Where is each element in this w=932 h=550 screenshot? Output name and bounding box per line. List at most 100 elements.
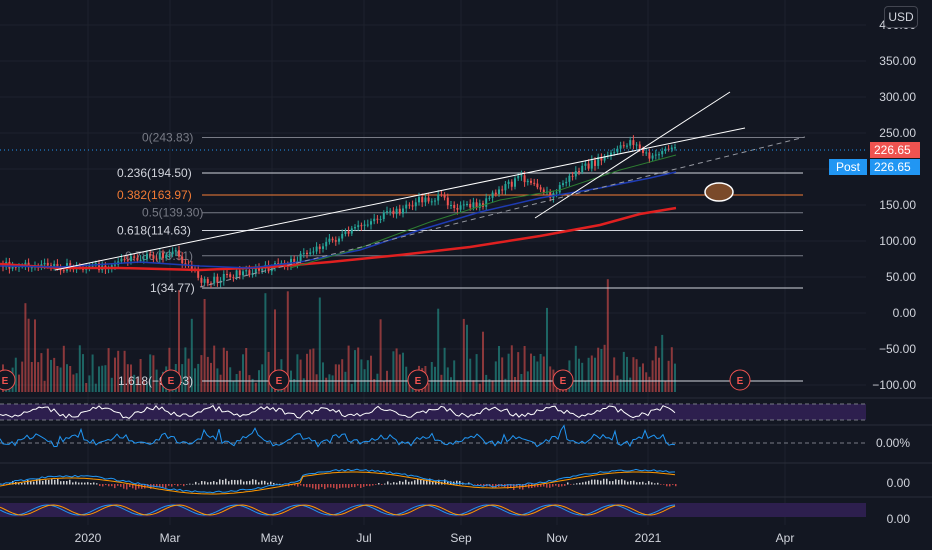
fib-level-label: 0.236(194.50) — [117, 166, 192, 180]
candle-body — [485, 198, 488, 207]
candle-body — [619, 145, 622, 149]
candle-body — [437, 194, 440, 201]
candle-body — [622, 145, 625, 147]
time-tick-label: Jul — [356, 531, 371, 545]
volume-bar — [658, 357, 660, 392]
volume-bar — [245, 348, 248, 392]
earnings-circle — [552, 369, 574, 391]
earnings-e-icon[interactable]: E — [268, 369, 290, 391]
candle-body — [98, 263, 100, 271]
volume-bar — [78, 345, 81, 392]
volume-bar — [578, 358, 580, 392]
candle-body — [558, 185, 561, 193]
macd-histogram-bar — [24, 482, 26, 485]
candle-body — [126, 260, 129, 262]
volume-bar — [251, 378, 254, 392]
candle-body — [667, 148, 670, 150]
volume-bar — [194, 368, 196, 392]
candle-body — [248, 270, 251, 276]
trendline[interactable] — [54, 127, 746, 271]
volume-bar — [334, 364, 337, 392]
candle-body — [229, 274, 232, 278]
candle-body — [635, 144, 638, 146]
time-axis[interactable]: 2020 Mar May Jul Sep Nov 2021 Apr — [75, 531, 795, 545]
volume-bar — [584, 381, 587, 392]
fib-level-label: 1(34.77) — [150, 281, 195, 295]
macd-histogram-bar — [507, 484, 509, 489]
macd-histogram-bar — [381, 484, 383, 485]
candle-body — [491, 192, 494, 198]
trendline[interactable] — [534, 91, 731, 219]
candle-body — [370, 221, 372, 225]
volume-bar — [373, 379, 376, 392]
candle-body — [626, 145, 628, 147]
candle-body — [658, 154, 660, 156]
volume-bar — [187, 358, 190, 392]
candle-body — [280, 262, 283, 264]
candle-body — [651, 155, 654, 159]
dashed-trendline[interactable] — [199, 136, 806, 288]
volume-bar — [91, 354, 94, 392]
volume-bar — [632, 357, 635, 392]
candle-body — [632, 140, 635, 145]
volume-bar — [638, 366, 641, 392]
ma-200-line — [0, 206, 677, 272]
candle-body — [670, 147, 673, 150]
earnings-e-icon[interactable]: E — [160, 369, 182, 391]
macd-histogram-bar — [195, 481, 197, 485]
candle-body — [603, 156, 606, 161]
macd-histogram-bar — [618, 479, 620, 485]
candle-body — [389, 210, 392, 212]
macd-histogram-bar — [591, 479, 593, 485]
currency-button[interactable]: USD — [884, 6, 918, 28]
candle-body — [488, 197, 491, 199]
macd-histogram-bar — [81, 482, 83, 485]
macd-histogram-bar — [396, 482, 398, 485]
volume-bar — [427, 382, 430, 392]
macd-histogram-bar — [126, 484, 128, 490]
candle-body — [373, 218, 376, 222]
macd-histogram-bar — [657, 482, 659, 485]
candle-body — [600, 156, 603, 161]
macd-histogram-bar — [447, 481, 449, 485]
candle-body — [613, 152, 616, 154]
earnings-e-icon[interactable]: E — [0, 369, 16, 391]
candle-body — [334, 240, 337, 242]
volume-bar — [27, 318, 30, 392]
macd-histogram-bar — [612, 481, 614, 485]
price-axis[interactable]: 400.00350.00300.00250.00200.00150.00100.… — [872, 18, 916, 526]
macd-histogram-bar — [222, 479, 224, 485]
earnings-e-icon[interactable]: E — [552, 369, 574, 391]
earnings-label: E — [415, 376, 422, 387]
macd-histogram-bar — [48, 479, 50, 485]
volume-bar — [274, 309, 276, 392]
macd-histogram-bar — [420, 479, 422, 485]
candle-body — [366, 224, 369, 226]
macd-histogram-bar — [543, 484, 545, 487]
candle-body — [123, 258, 126, 261]
volume-bar — [133, 374, 136, 392]
candle-body — [565, 181, 568, 184]
trendline-drawings[interactable] — [0, 91, 866, 288]
candle-body — [222, 274, 225, 281]
macd-histogram-bar — [555, 484, 557, 486]
volume-bar — [325, 377, 328, 392]
macd-histogram-bar — [360, 484, 362, 488]
macd-histogram-bar — [252, 479, 254, 485]
macd-histogram-bar — [639, 482, 641, 485]
earnings-e-icon[interactable]: E — [729, 369, 751, 391]
macd-histogram-bar — [588, 480, 590, 485]
volume-bar — [264, 293, 267, 392]
volume-bar — [549, 366, 552, 392]
ellipse-annotation[interactable] — [704, 182, 734, 202]
volume-bar — [498, 346, 500, 392]
macd-histogram-bar — [273, 482, 275, 485]
candle-body — [315, 246, 318, 252]
earnings-e-icon[interactable]: E — [407, 369, 429, 391]
volume-bar — [261, 364, 264, 392]
candle-body — [568, 175, 571, 182]
volume-bar — [155, 369, 158, 392]
candle-body — [638, 144, 641, 149]
